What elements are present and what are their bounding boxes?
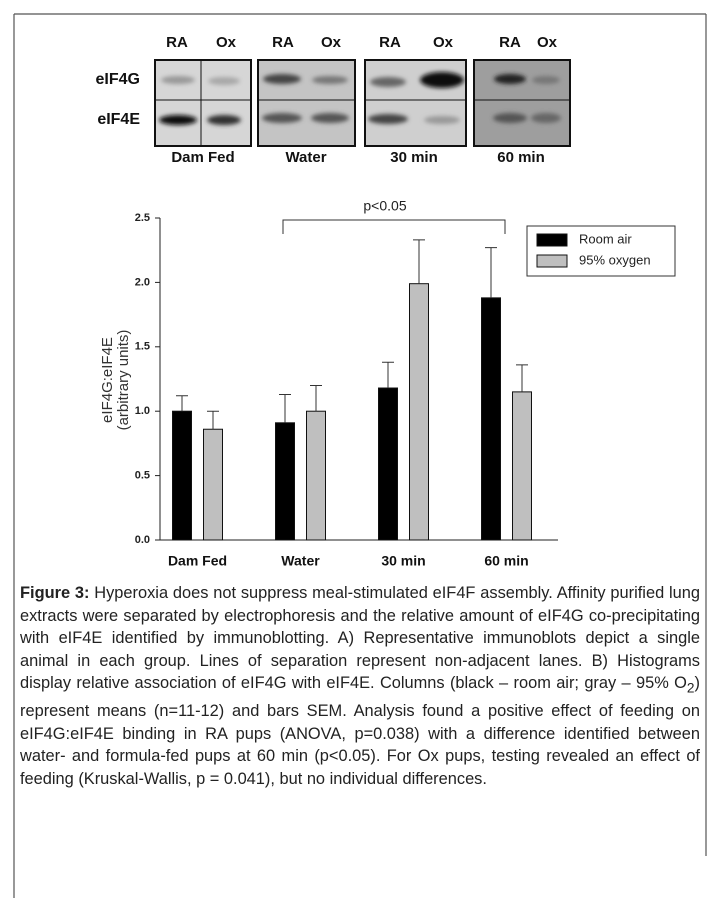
bar — [307, 411, 326, 540]
error-bar — [310, 385, 322, 411]
lane-label: RA — [379, 34, 401, 51]
legend-swatch — [537, 234, 567, 246]
lane-label: Ox — [321, 34, 342, 51]
blot-images — [155, 60, 570, 146]
bar — [482, 298, 501, 540]
error-bar — [207, 411, 219, 429]
lane-label: RA — [166, 34, 188, 51]
annotation: p<0.05 — [363, 198, 406, 214]
lane-label: Ox — [216, 34, 237, 51]
x-tick-label: Water — [281, 553, 320, 569]
lane-label: Ox — [433, 34, 454, 51]
error-bar — [279, 394, 291, 422]
group-label: Water — [285, 149, 326, 166]
group-label: Dam Fed — [171, 149, 234, 166]
y-tick-label: 0.0 — [135, 534, 150, 546]
bar — [173, 411, 192, 540]
bar — [410, 284, 429, 540]
caption: Figure 3: Hyperoxia does not suppress me… — [20, 582, 700, 791]
caption-subscript: 2 — [687, 681, 695, 696]
bar — [379, 388, 398, 540]
legend-label: 95% oxygen — [579, 252, 651, 267]
y-tick-label: 1.0 — [135, 405, 150, 417]
lane-label: Ox — [537, 34, 558, 51]
error-bar — [382, 362, 394, 388]
lane-label: RA — [272, 34, 294, 51]
error-bar — [485, 248, 497, 298]
bar-chart: 0.0 0.5 1.0 1.5 2.0 2.5 eIF4G:eIF4E(arbitrary … — [99, 212, 675, 569]
bar — [204, 429, 223, 540]
x-tick-label: 30 min — [381, 553, 425, 569]
error-bar — [516, 365, 528, 392]
y-tick-label: 1.5 — [135, 341, 150, 353]
error-bar — [176, 396, 188, 411]
caption-text: Hyperoxia does not suppress meal-stimula… — [20, 584, 700, 692]
y-axis-label-line: (arbitrary units) — [115, 330, 132, 431]
row-label: eIF4G — [96, 71, 140, 88]
bar — [513, 392, 532, 540]
bar — [276, 423, 295, 540]
x-tick-label: Dam Fed — [168, 553, 227, 569]
error-bar — [413, 240, 425, 284]
y-tick-label: 0.5 — [135, 470, 150, 482]
y-axis-label: eIF4G:eIF4E(arbitrary units) — [99, 330, 132, 431]
y-tick-label: 2.0 — [135, 276, 150, 288]
y-tick-label: 2.5 — [135, 212, 150, 224]
page: RA Ox RA Ox RA Ox RA Ox Dam Fed Water 30… — [0, 0, 720, 902]
significance-bracket — [283, 220, 505, 234]
lane-label: RA — [499, 34, 521, 51]
caption-label: Figure 3: — [20, 584, 89, 602]
x-tick-label: 60 min — [484, 553, 528, 569]
row-label: eIF4E — [97, 111, 140, 128]
y-axis-label-line: eIF4G:eIF4E — [99, 337, 116, 423]
legend-swatch — [537, 255, 567, 267]
group-label: 60 min — [497, 149, 545, 166]
group-label: 30 min — [390, 149, 438, 166]
legend-label: Room air — [579, 231, 632, 246]
